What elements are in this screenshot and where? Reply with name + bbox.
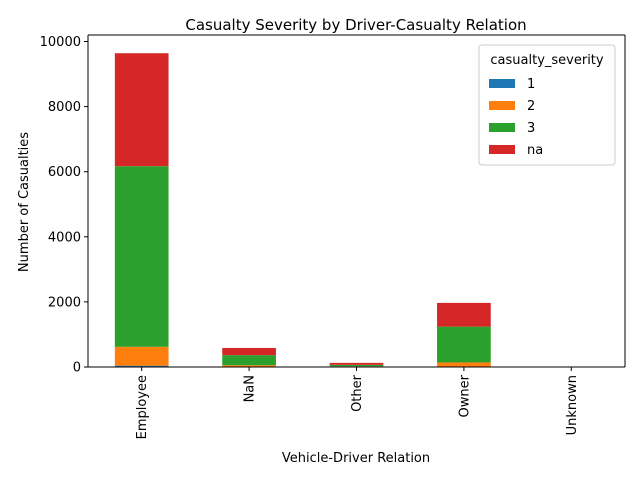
legend-label-2: 2	[527, 99, 535, 114]
x-tick-label: Employee	[135, 375, 150, 439]
legend-title: casualty_severity	[490, 53, 604, 68]
bar-employee-series-3	[114, 166, 169, 347]
bar-other-series-na	[329, 362, 384, 365]
y-tick-label: 4000	[48, 230, 81, 245]
bar-owner-series-2	[437, 362, 491, 367]
y-tick-label: 6000	[48, 165, 81, 180]
bar-employee-series-na	[114, 53, 169, 167]
y-tick-label: 0	[73, 361, 81, 376]
x-tick-label: NaN	[243, 375, 258, 402]
bar-owner-series-na	[437, 302, 491, 327]
x-tick-label: Other	[350, 374, 365, 412]
bar-nan-series-2	[222, 365, 276, 367]
legend-frame	[478, 44, 616, 166]
x-axis-title: Vehicle-Driver Relation	[282, 451, 430, 466]
legend: casualty_severity 1 2 3 na	[478, 44, 616, 166]
bar-owner-series-3	[437, 326, 491, 363]
legend-label-1: 1	[527, 77, 535, 92]
bar-nan-series-na	[222, 347, 276, 356]
x-tick-label: Unknown	[565, 375, 580, 435]
bars-layer	[114, 53, 491, 367]
bar-nan-series-3	[222, 355, 276, 366]
y-tick-label: 10000	[40, 35, 81, 50]
y-axis-title: Number of Casualties	[17, 132, 32, 272]
legend-swatch-3	[489, 123, 515, 132]
legend-label-na: na	[527, 143, 543, 158]
legend-swatch-2	[489, 101, 515, 110]
chart-title: Casualty Severity by Driver-Casualty Rel…	[185, 16, 526, 34]
y-tick-label: 2000	[48, 295, 81, 310]
legend-swatch-1	[489, 79, 515, 88]
bar-other-series-3	[329, 364, 384, 367]
bar-employee-series-1	[114, 365, 169, 367]
legend-label-3: 3	[527, 121, 535, 136]
bar-employee-series-2	[114, 346, 169, 366]
y-tick-label: 8000	[48, 100, 81, 115]
x-tick-label: Owner	[457, 374, 472, 417]
axes-layer: 0 2000 4000 6000 8000 10000 Employee NaN Other Ow…	[40, 34, 626, 439]
legend-swatch-na	[489, 145, 515, 154]
